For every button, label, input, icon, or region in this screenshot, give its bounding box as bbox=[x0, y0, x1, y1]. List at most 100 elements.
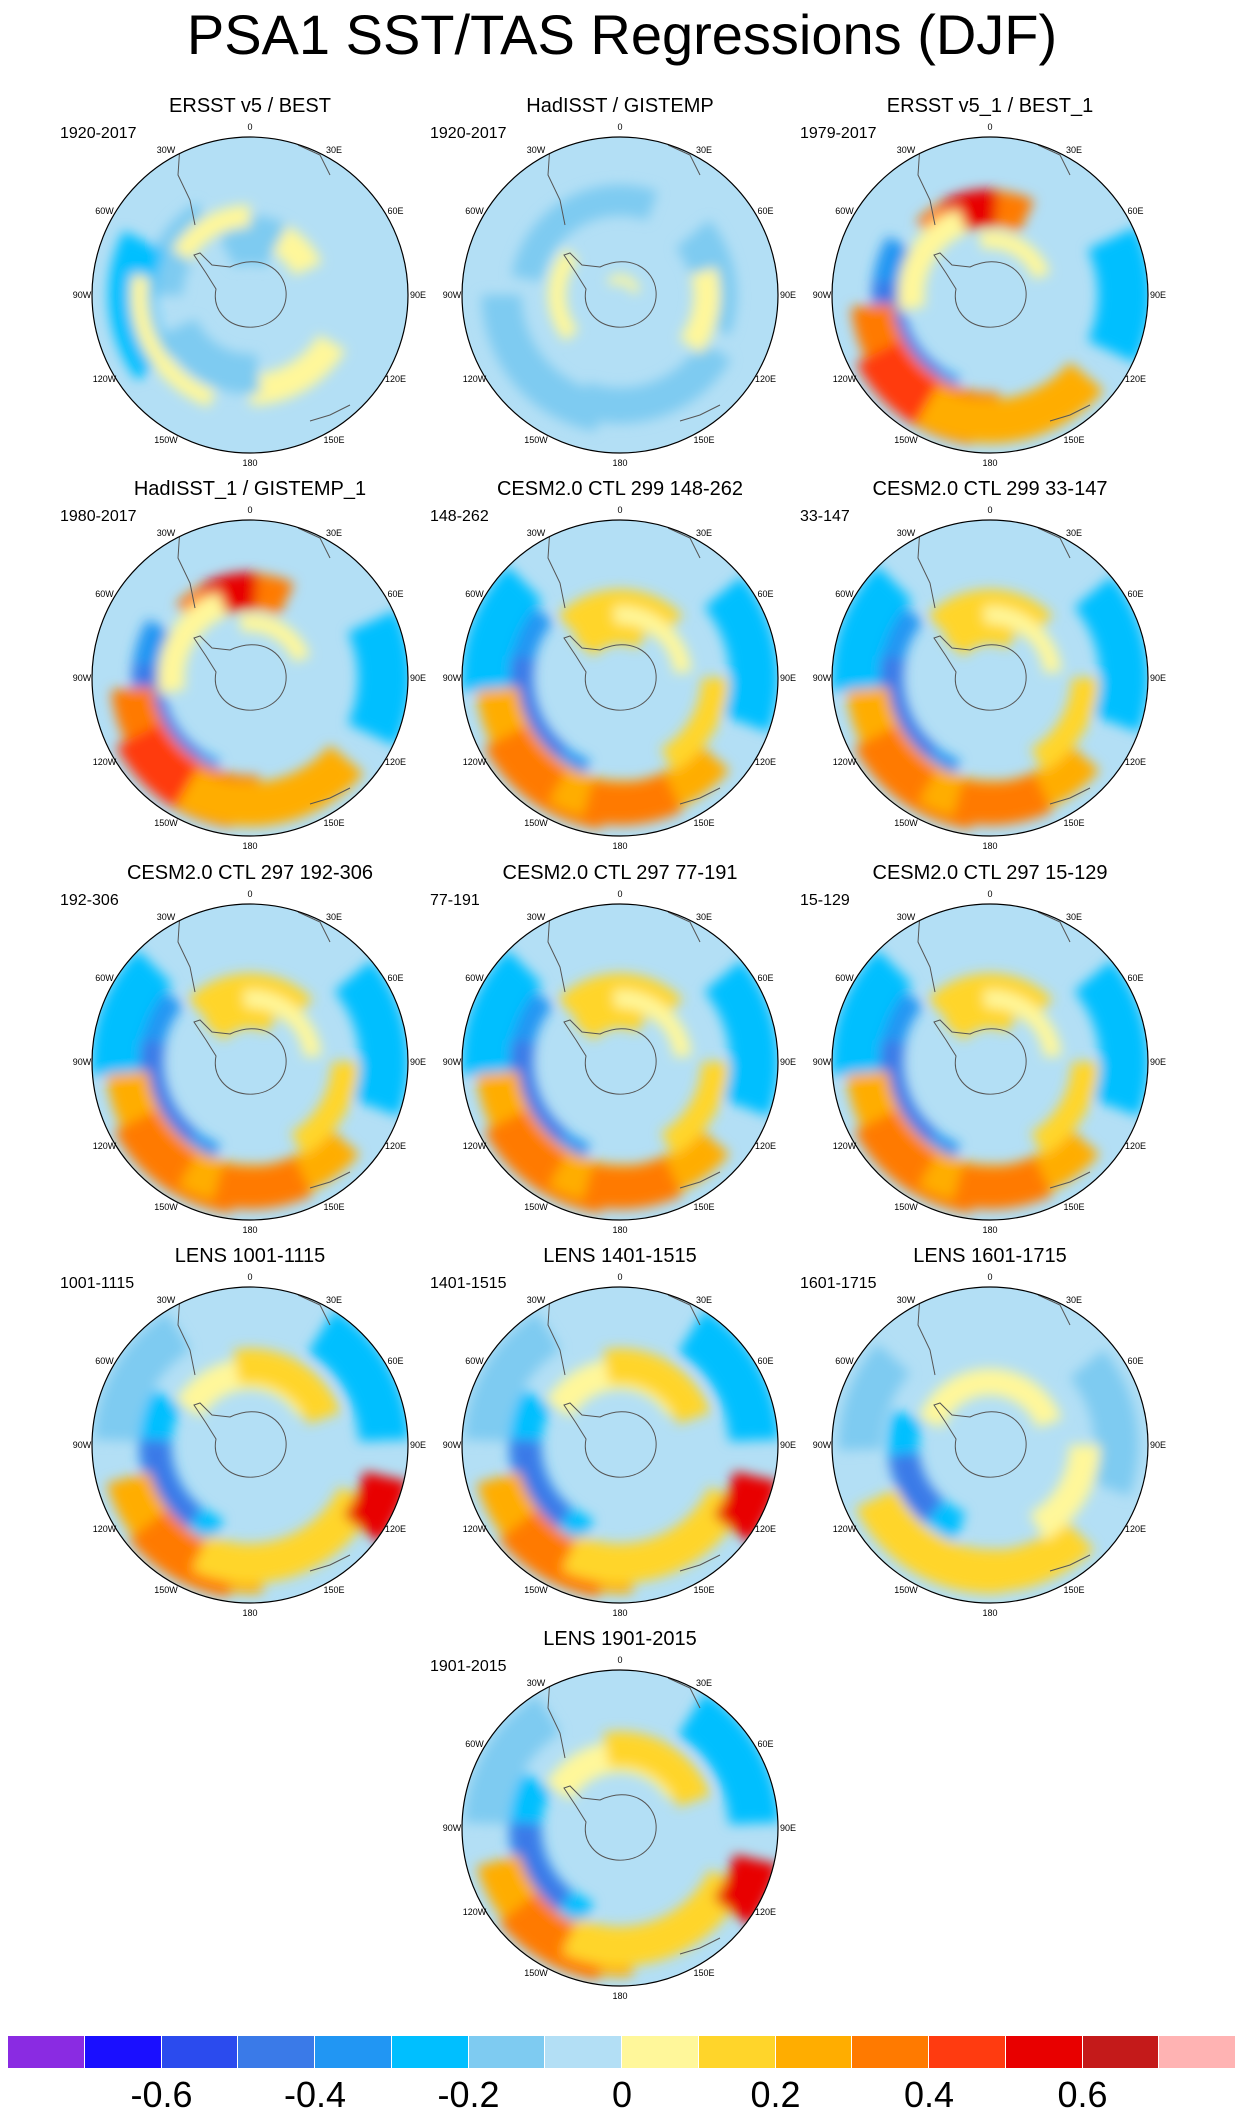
anomaly-region bbox=[607, 274, 640, 294]
anomaly-region bbox=[677, 1692, 778, 1825]
polar-map bbox=[461, 519, 779, 837]
colorbar-swatch bbox=[468, 2036, 546, 2068]
longitude-label: 150W bbox=[154, 435, 178, 446]
longitude-label: 150E bbox=[693, 1202, 715, 1213]
coastline bbox=[547, 144, 566, 226]
longitude-label: 180 bbox=[982, 458, 998, 468]
map-panel: LENS 1001-1115 1001-1115 0 30E 60E 90E 120E 150… bbox=[50, 1245, 450, 1625]
longitude-label: 30E bbox=[1065, 911, 1083, 922]
longitude-label: 90E bbox=[779, 290, 797, 300]
coastline bbox=[679, 787, 721, 805]
anomaly-region bbox=[172, 205, 250, 261]
polar-map bbox=[91, 1286, 409, 1604]
colorbar-swatch bbox=[545, 2036, 622, 2068]
colorbar-swatch bbox=[161, 2036, 239, 2068]
map-panel: CESM2.0 CTL 297 77-191 77-191 0 30E 60E 90E 12… bbox=[420, 862, 820, 1242]
longitude-label: 90W bbox=[442, 673, 462, 683]
coastline bbox=[917, 527, 936, 609]
coastline bbox=[309, 1171, 351, 1189]
anomaly-region bbox=[613, 990, 692, 1058]
anomaly-region bbox=[613, 606, 692, 674]
colorbar-tick-label: 0 bbox=[611, 2074, 633, 2115]
anomaly-region bbox=[943, 1001, 1021, 1041]
antarctica-coastline bbox=[193, 635, 287, 711]
longitude-label: 150W bbox=[894, 1585, 918, 1596]
anomaly-region bbox=[704, 576, 778, 733]
longitude-label: 60E bbox=[1127, 973, 1144, 983]
longitude-label: 120W bbox=[92, 1524, 117, 1534]
longitude-label: 30W bbox=[156, 144, 176, 155]
longitude-label: 0 bbox=[247, 505, 253, 515]
coastline bbox=[177, 527, 196, 609]
longitude-label: 150W bbox=[154, 1585, 178, 1596]
anomaly-region bbox=[243, 990, 322, 1058]
antarctica-coastline bbox=[563, 635, 657, 711]
colorbar-swatch bbox=[1005, 2036, 1083, 2068]
panel-period: 1980-2017 bbox=[60, 508, 137, 525]
longitude-label: 0 bbox=[987, 122, 993, 132]
longitude-label: 150W bbox=[524, 818, 548, 829]
coastline bbox=[1037, 527, 1071, 559]
coastline bbox=[1049, 787, 1091, 805]
longitude-label: 120E bbox=[754, 1524, 776, 1534]
longitude-label: 0 bbox=[617, 122, 623, 132]
longitude-label: 180 bbox=[242, 1225, 258, 1235]
longitude-label: 150E bbox=[323, 435, 345, 446]
anomaly-region bbox=[93, 1312, 191, 1442]
longitude-label: 30E bbox=[325, 1294, 343, 1305]
longitude-label: 180 bbox=[612, 1991, 628, 2001]
longitude-label: 120E bbox=[1124, 374, 1146, 384]
colorbar-swatch bbox=[852, 2036, 929, 2068]
panel-title: HadISST_1 / GISTEMP_1 bbox=[133, 478, 367, 500]
colorbar: -0.6 -0.4 -0.2 0 0.2 0.4 0.6 bbox=[8, 2036, 1236, 2115]
longitude-label: 150W bbox=[524, 1585, 548, 1596]
longitude-label: 60E bbox=[757, 1356, 774, 1366]
longitude-label: 30W bbox=[526, 144, 546, 155]
longitude-label: 90W bbox=[812, 290, 832, 300]
longitude-label: 90E bbox=[779, 1440, 797, 1450]
antarctica-coastline bbox=[933, 1402, 1027, 1478]
longitude-label: 60W bbox=[465, 973, 484, 983]
longitude-label: 120E bbox=[384, 374, 406, 384]
anomaly-region bbox=[462, 949, 543, 1076]
longitude-label: 120E bbox=[384, 1141, 406, 1151]
colorbar-tick-label: 0.4 bbox=[903, 2074, 955, 2115]
colorbar-swatch bbox=[622, 2036, 699, 2068]
longitude-label: 120W bbox=[462, 1907, 487, 1917]
coastline bbox=[917, 1294, 936, 1376]
polar-map bbox=[91, 903, 409, 1221]
longitude-label: 60W bbox=[465, 589, 484, 599]
colorbar-swatch bbox=[84, 2036, 162, 2068]
anomaly-region bbox=[548, 248, 579, 342]
longitude-label: 90W bbox=[72, 673, 92, 683]
colorbar-swatch bbox=[929, 2036, 1006, 2068]
panel-period: 1920-2017 bbox=[60, 125, 137, 142]
coastline bbox=[1037, 911, 1071, 943]
antarctica-coastline bbox=[563, 1402, 657, 1478]
map-panel: HadISST / GISTEMP 1920-2017 0 30E 60E 90E 120E… bbox=[420, 95, 820, 475]
anomaly-region bbox=[713, 1854, 778, 1927]
longitude-label: 180 bbox=[242, 841, 258, 851]
anomaly-region bbox=[887, 1410, 966, 1542]
longitude-label: 150W bbox=[894, 818, 918, 829]
longitude-label: 150E bbox=[693, 1968, 715, 1979]
coastline bbox=[1049, 1171, 1091, 1189]
coastline bbox=[679, 404, 721, 422]
longitude-label: 120W bbox=[92, 1141, 117, 1151]
anomaly-region bbox=[290, 1062, 358, 1156]
panel-period: 1920-2017 bbox=[430, 125, 507, 142]
anomaly-region bbox=[704, 960, 778, 1117]
longitude-label: 90W bbox=[442, 1057, 462, 1067]
longitude-label: 60W bbox=[95, 1356, 114, 1366]
anomaly-region bbox=[1069, 1349, 1139, 1496]
anomaly-region bbox=[203, 1001, 281, 1041]
coastline bbox=[1037, 1294, 1071, 1326]
longitude-label: 0 bbox=[247, 889, 253, 899]
longitude-label: 30E bbox=[325, 911, 343, 922]
panel-period: 77-191 bbox=[430, 892, 480, 909]
anomaly-region bbox=[131, 1037, 197, 1156]
panel-period: 15-129 bbox=[800, 892, 850, 909]
longitude-label: 150E bbox=[323, 1202, 345, 1213]
longitude-label: 120E bbox=[1124, 1524, 1146, 1534]
anomaly-region bbox=[581, 1157, 683, 1210]
